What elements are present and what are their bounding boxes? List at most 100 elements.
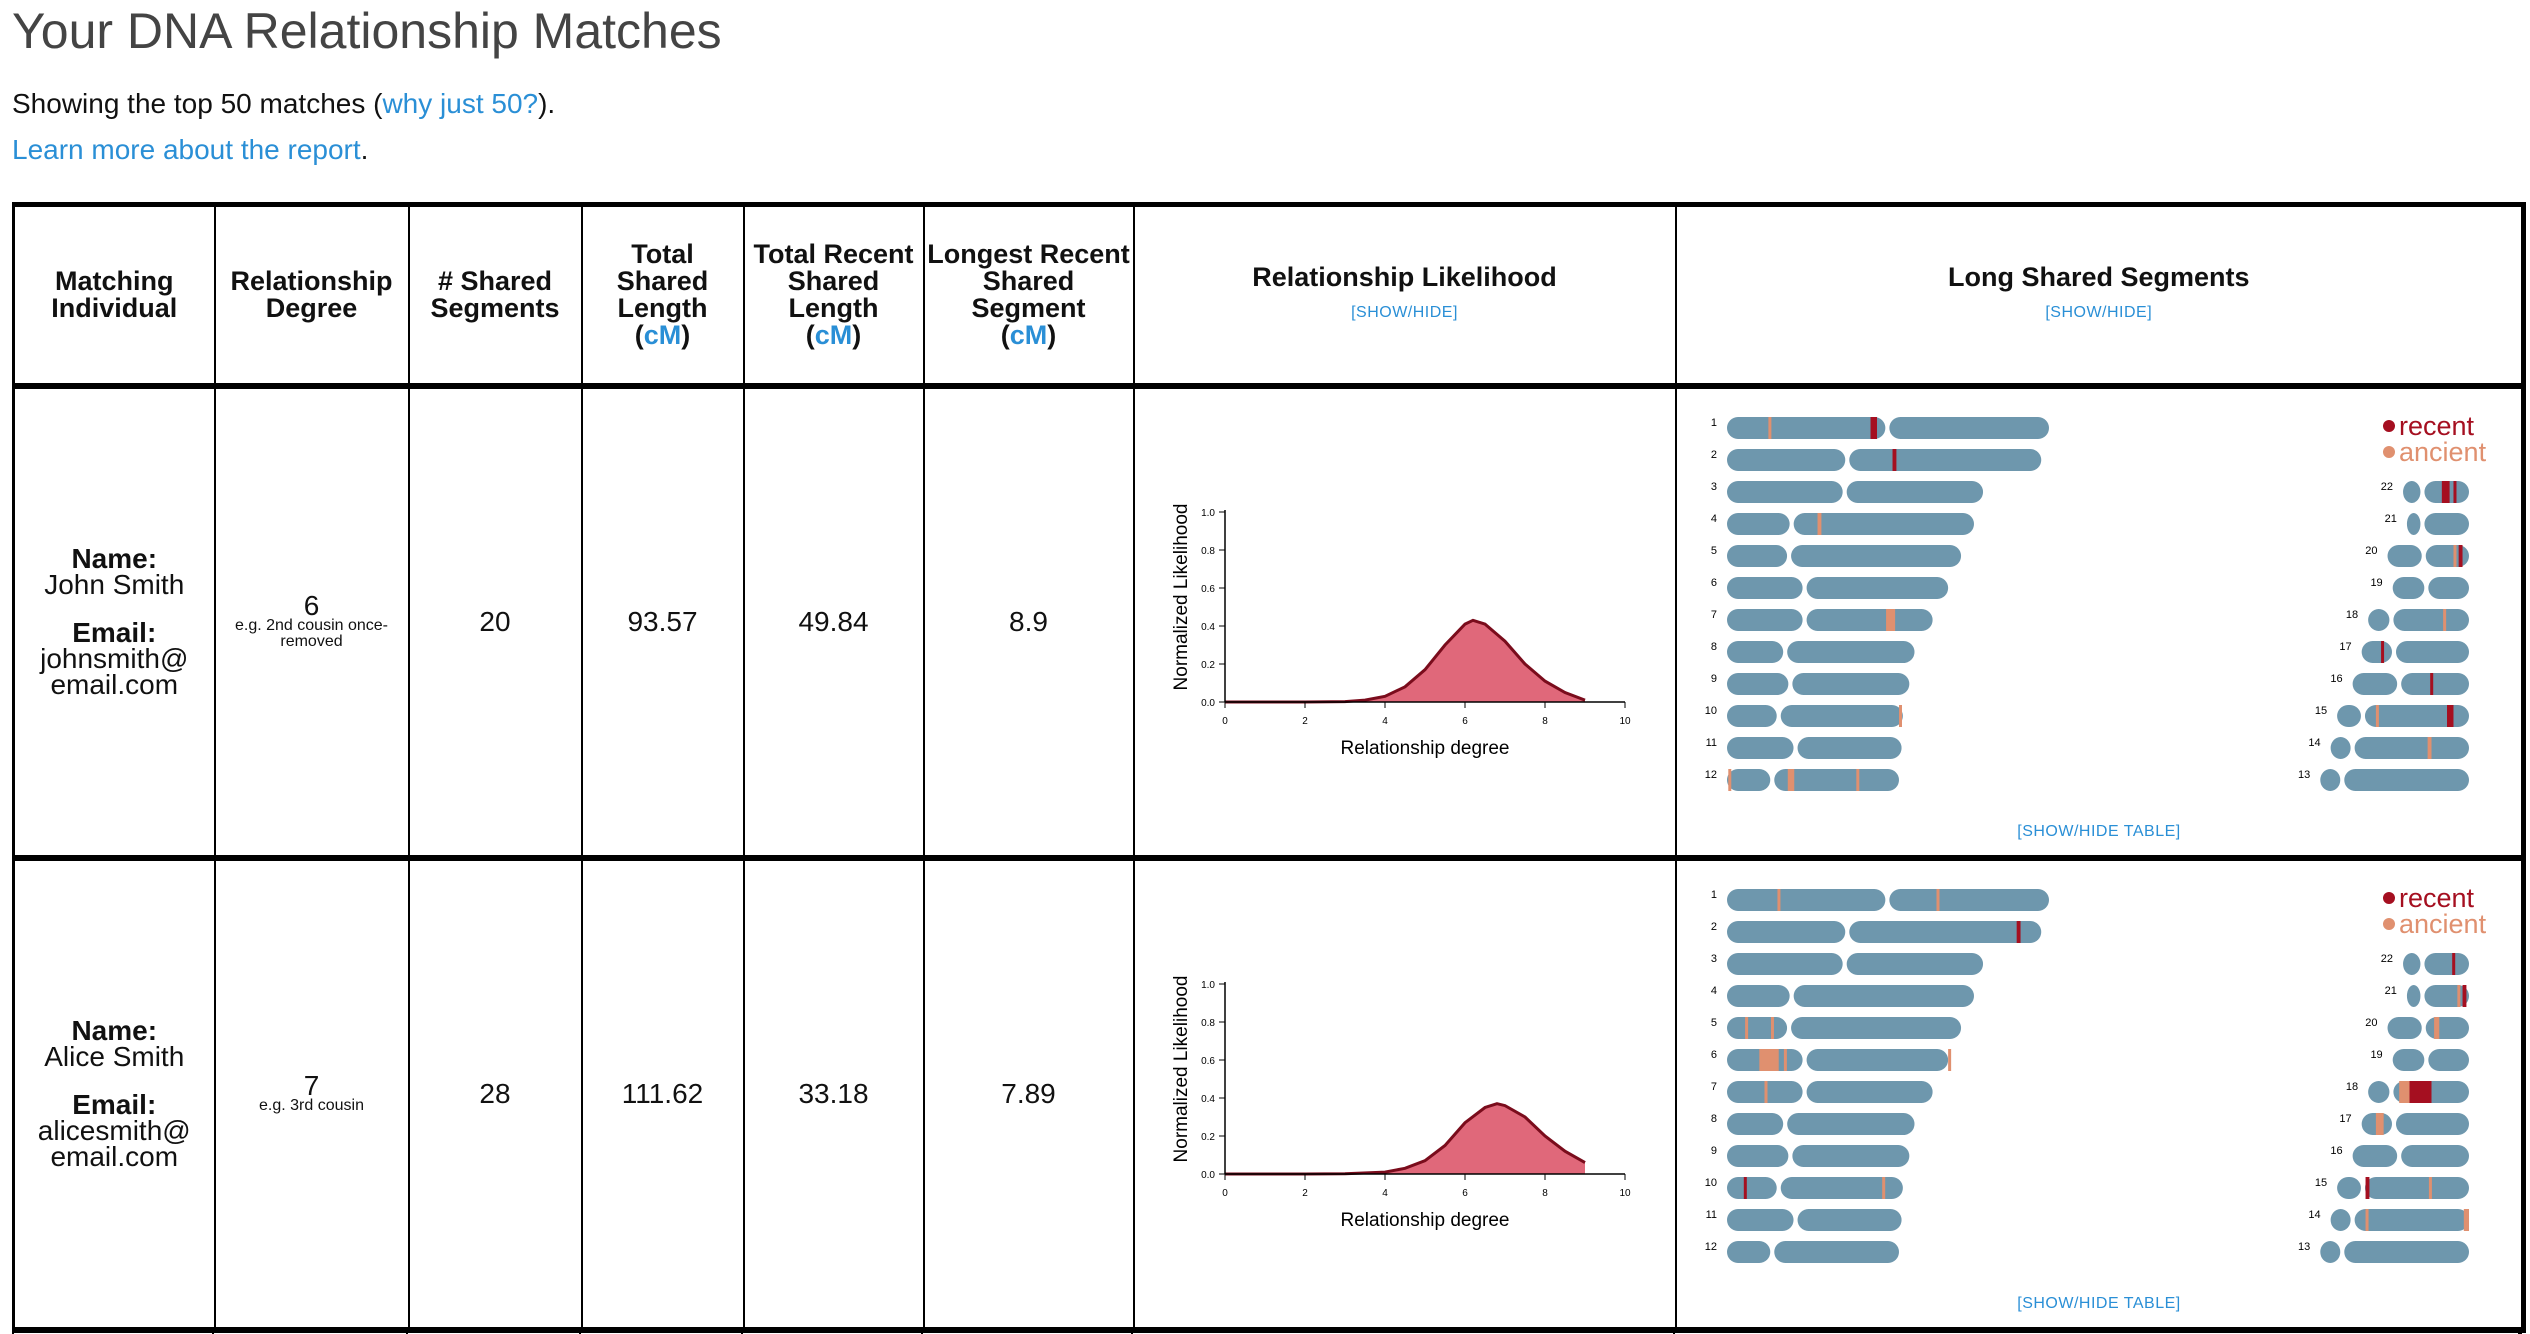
ancient-segment bbox=[1885, 609, 1895, 631]
cm-unit-link[interactable]: cM bbox=[814, 320, 853, 350]
likelihood-show-hide-toggle[interactable]: [SHOW/HIDE] bbox=[1351, 304, 1458, 321]
learn-more-link[interactable]: Learn more about the report bbox=[12, 134, 361, 165]
x-axis-label: Relationship degree bbox=[1340, 738, 1509, 759]
chromosome-arm bbox=[1780, 705, 1903, 727]
cm-unit-link[interactable]: cM bbox=[1009, 320, 1048, 350]
chromosome-number: 11 bbox=[1705, 737, 1716, 749]
col-total-shared-length: Total Shared Length (cM) bbox=[581, 204, 745, 389]
chromosome-arm bbox=[2428, 1049, 2469, 1071]
chromosome-arm bbox=[1726, 737, 1794, 759]
x-tick-label: 0 bbox=[1222, 1188, 1228, 1199]
legend-recent-marker bbox=[2382, 420, 2395, 432]
degree-example: e.g. 2nd cousin once-removed bbox=[235, 617, 388, 650]
chromosome-arm bbox=[2402, 953, 2421, 975]
next-row-stub bbox=[12, 1328, 2522, 1334]
chromosome-arm bbox=[2364, 1177, 2469, 1199]
shared-segments-cell: 20 bbox=[408, 386, 583, 861]
ancient-segment bbox=[1881, 1177, 1885, 1199]
email-label: Email: bbox=[72, 617, 157, 648]
chromosome-arm bbox=[1889, 889, 2049, 911]
y-tick-label: 0.2 bbox=[1201, 660, 1215, 671]
longest-recent-segment-cell: 8.9 bbox=[923, 386, 1135, 861]
chromosome-arm bbox=[2361, 641, 2392, 663]
ancient-segment bbox=[2433, 1017, 2440, 1039]
recent-segment bbox=[2429, 673, 2433, 695]
legend-ancient-marker bbox=[2382, 918, 2395, 930]
chromosome-arm bbox=[1790, 1017, 1961, 1039]
chromosome-arm bbox=[1846, 953, 1983, 975]
ancient-segment bbox=[1947, 1049, 1951, 1071]
chromosome-arm bbox=[2406, 513, 2421, 535]
ancient-segment bbox=[1759, 1049, 1779, 1071]
y-tick-label: 0.0 bbox=[1201, 698, 1215, 709]
chromosome-arm bbox=[1849, 921, 2041, 943]
x-tick-label: 2 bbox=[1302, 1188, 1308, 1199]
x-tick-label: 2 bbox=[1302, 716, 1308, 727]
name-label: Name: bbox=[71, 543, 158, 574]
chromosome-number: 5 bbox=[1711, 545, 1717, 557]
recent-segment bbox=[1743, 1177, 1747, 1199]
x-tick-label: 10 bbox=[1619, 716, 1631, 727]
matching-individual-cell: Name: Alice Smith Email: alicesmith@emai… bbox=[13, 858, 216, 1333]
chromosome-arm bbox=[1726, 1241, 1771, 1263]
chromosome-arm bbox=[2387, 1017, 2422, 1039]
chromosome-arm bbox=[1726, 953, 1843, 975]
col-relationship-likelihood: Relationship Likelihood [SHOW/HIDE] bbox=[1133, 204, 1677, 389]
chromosome-arm bbox=[1846, 481, 1983, 503]
match-email: johnsmith@email.com bbox=[40, 643, 189, 700]
header-row: Matching Individual Relationship Degree … bbox=[13, 204, 2525, 389]
long-shared-segments-cell: 1 2 3 4 5 6 7 8 9 10 11 12 13 14 15 16 17 18 19 20 21 22 recen… bbox=[1675, 858, 2525, 1333]
show-hide-table-toggle[interactable]: [SHOW/HIDE TABLE] bbox=[2017, 823, 2181, 840]
ancient-segment bbox=[1936, 889, 1940, 911]
chromosome-number: 21 bbox=[2384, 513, 2396, 525]
chromosome-number: 20 bbox=[2365, 1017, 2377, 1029]
relationship-degree-cell: 7 e.g. 3rd cousin bbox=[214, 858, 410, 1333]
person-info: Name: John Smith Email: johnsmith@email.… bbox=[15, 543, 213, 700]
total-shared-length-cell: 93.57 bbox=[581, 386, 745, 861]
chromosome-number: 18 bbox=[2346, 609, 2358, 621]
segments-show-hide-toggle[interactable]: [SHOW/HIDE] bbox=[2045, 304, 2153, 321]
chromosome-arm bbox=[1797, 1209, 1902, 1231]
ancient-segment bbox=[1764, 1081, 1768, 1103]
ancient-segment bbox=[1898, 705, 1902, 727]
y-tick-label: 0.0 bbox=[1201, 1170, 1215, 1181]
chromosome-number: 4 bbox=[1711, 513, 1717, 525]
x-tick-label: 6 bbox=[1462, 1188, 1468, 1199]
y-tick-label: 0.6 bbox=[1201, 1056, 1215, 1067]
chromosome-arm bbox=[1792, 673, 1910, 695]
chromosome-number: 5 bbox=[1711, 1017, 1717, 1029]
chromosome-number: 17 bbox=[2339, 1113, 2351, 1125]
chromosome-arm bbox=[1792, 1145, 1910, 1167]
chromosome-arm bbox=[2402, 481, 2421, 503]
chromosome-arm bbox=[1849, 449, 2041, 471]
chromosome-arm bbox=[2406, 985, 2421, 1007]
show-hide-table-toggle[interactable]: [SHOW/HIDE TABLE] bbox=[2017, 1295, 2181, 1312]
chromosome-arm bbox=[2428, 577, 2469, 599]
chromosome-arm bbox=[2367, 609, 2390, 631]
y-tick-label: 0.6 bbox=[1201, 584, 1215, 595]
recent-segment bbox=[2016, 921, 2021, 943]
chromosome-arm bbox=[1726, 449, 1846, 471]
col-longest-recent-segment: Longest Recent Shared Segment (cM) bbox=[923, 204, 1135, 389]
chromosome-number: 9 bbox=[1711, 1145, 1717, 1157]
relationship-likelihood-cell: 0 2 4 6 8 10 0.0 0.2 0.4 0.6 0.8 1.0 Relationship de… bbox=[1133, 386, 1677, 861]
legend-recent-label: recent bbox=[2399, 883, 2475, 913]
recent-segment bbox=[2441, 481, 2450, 503]
chromosome-number: 14 bbox=[2308, 1209, 2320, 1221]
chromosome-arm bbox=[1806, 609, 1933, 631]
chromosome-number: 20 bbox=[2365, 545, 2377, 557]
chromosome-number: 12 bbox=[1705, 1241, 1717, 1253]
chromosome-number: 12 bbox=[1705, 769, 1717, 781]
chromosome-number: 3 bbox=[1711, 481, 1717, 493]
legend-ancient-label: ancient bbox=[2399, 437, 2487, 467]
chromosome-arm bbox=[1806, 1049, 1948, 1071]
chromosome-number: 13 bbox=[2298, 769, 2310, 781]
chromosome-arm bbox=[2392, 1049, 2425, 1071]
shared-segments-cell: 28 bbox=[408, 858, 583, 1333]
matches-table: Matching Individual Relationship Degree … bbox=[12, 202, 2526, 1333]
why-just-50-link[interactable]: why just 50? bbox=[382, 88, 539, 119]
cm-unit-link[interactable]: cM bbox=[643, 320, 682, 350]
col-longest-recent-label: Longest Recent Shared Segment bbox=[927, 239, 1130, 323]
chromosome-arm bbox=[1774, 769, 1899, 791]
chromosome-number: 15 bbox=[2315, 705, 2327, 717]
